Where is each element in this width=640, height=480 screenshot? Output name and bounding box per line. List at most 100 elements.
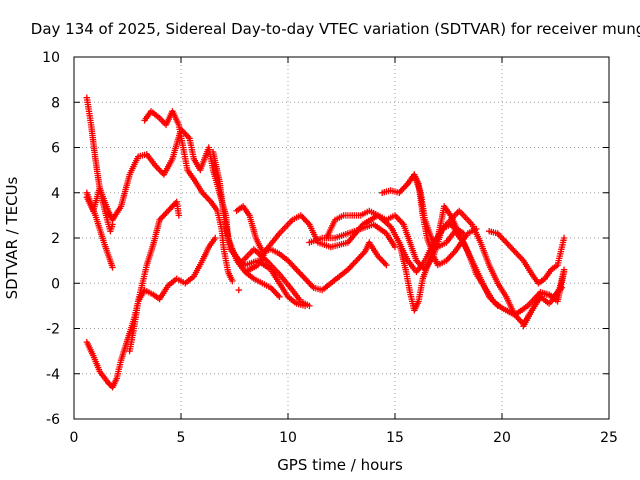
data-point — [117, 173, 133, 210]
data-point — [370, 221, 388, 236]
series-sat-p — [486, 228, 568, 287]
data-point — [289, 213, 302, 224]
data-point — [190, 259, 205, 280]
data-point — [179, 144, 191, 172]
data-point — [156, 284, 171, 303]
data-point — [242, 268, 256, 281]
data-point — [520, 309, 535, 330]
data-point — [276, 271, 295, 292]
data-point — [83, 338, 96, 357]
data-point — [402, 266, 413, 294]
data-point — [434, 205, 447, 242]
data-point — [209, 148, 223, 183]
data-point — [235, 286, 242, 294]
data-point — [130, 300, 141, 332]
data-point — [109, 376, 120, 391]
series-sat-o — [404, 171, 480, 269]
data-point — [441, 203, 453, 217]
data-point — [524, 290, 543, 310]
data-point — [353, 249, 367, 264]
data-point — [473, 266, 485, 285]
data-point — [511, 304, 529, 319]
data-point — [184, 166, 196, 181]
data-point — [434, 258, 448, 269]
data-point — [327, 274, 341, 287]
data-point — [147, 108, 162, 120]
data-point — [143, 151, 158, 167]
data-point — [220, 246, 231, 273]
data-point — [87, 121, 99, 160]
data-point — [541, 268, 554, 282]
data-point — [494, 280, 509, 299]
data-point — [117, 338, 131, 364]
data-point — [239, 203, 252, 217]
data-point — [503, 239, 517, 254]
data-point — [447, 212, 460, 231]
data-point — [289, 286, 303, 303]
y-tick-label: 0 — [51, 276, 60, 292]
data-point — [306, 235, 324, 246]
data-point — [406, 239, 419, 262]
data-point — [548, 263, 560, 273]
data-point — [494, 230, 509, 245]
data-point — [139, 264, 150, 287]
x-tick-label: 0 — [70, 430, 79, 446]
data-point — [319, 281, 333, 294]
data-point — [156, 209, 170, 224]
data-point — [383, 230, 399, 251]
data-point — [430, 252, 441, 267]
data-point — [199, 189, 213, 204]
data-point — [150, 291, 162, 302]
data-point — [252, 234, 265, 253]
data-point — [366, 207, 379, 218]
data-point — [327, 239, 349, 251]
data-point — [537, 289, 555, 300]
data-point — [419, 259, 432, 282]
data-point — [434, 240, 448, 251]
data-point — [558, 234, 568, 251]
x-axis-title: GPS time / hours — [277, 456, 403, 474]
data-point — [357, 222, 375, 233]
data-point — [396, 182, 410, 196]
data-point — [173, 275, 187, 286]
data-marks — [83, 94, 568, 391]
data-point — [415, 180, 426, 217]
data-point — [205, 144, 216, 172]
data-point — [100, 239, 116, 271]
plot-frame — [73, 56, 610, 420]
data-point — [336, 267, 350, 280]
data-point — [297, 298, 313, 310]
data-point — [92, 212, 107, 244]
data-point — [374, 212, 388, 222]
data-point — [400, 221, 413, 244]
data-point — [165, 276, 179, 289]
data-point — [105, 379, 115, 389]
data-point — [411, 171, 421, 186]
y-tick-label: -2 — [46, 322, 60, 338]
data-point — [411, 300, 421, 314]
data-point — [107, 221, 116, 235]
data-point — [479, 280, 492, 299]
data-point — [391, 212, 406, 227]
data-point — [143, 243, 156, 269]
data-point — [419, 212, 430, 239]
y-tick-label: 8 — [51, 95, 60, 111]
data-point — [438, 222, 452, 233]
series-sat-a — [83, 94, 116, 235]
data-point — [175, 121, 186, 149]
y-tick-label: 6 — [51, 141, 60, 157]
data-point — [486, 261, 500, 285]
data-point — [160, 157, 175, 178]
data-point — [169, 108, 182, 127]
data-point — [190, 176, 205, 194]
data-point — [387, 223, 402, 244]
data-point — [556, 266, 568, 291]
data-point — [374, 252, 390, 269]
y-axis-title: SDTVAR / TECUs — [3, 176, 21, 299]
data-point — [301, 275, 316, 290]
data-point — [135, 288, 147, 305]
data-point — [250, 246, 269, 263]
x-tick-label: 15 — [386, 430, 404, 446]
y-tick-label: 10 — [42, 50, 60, 66]
